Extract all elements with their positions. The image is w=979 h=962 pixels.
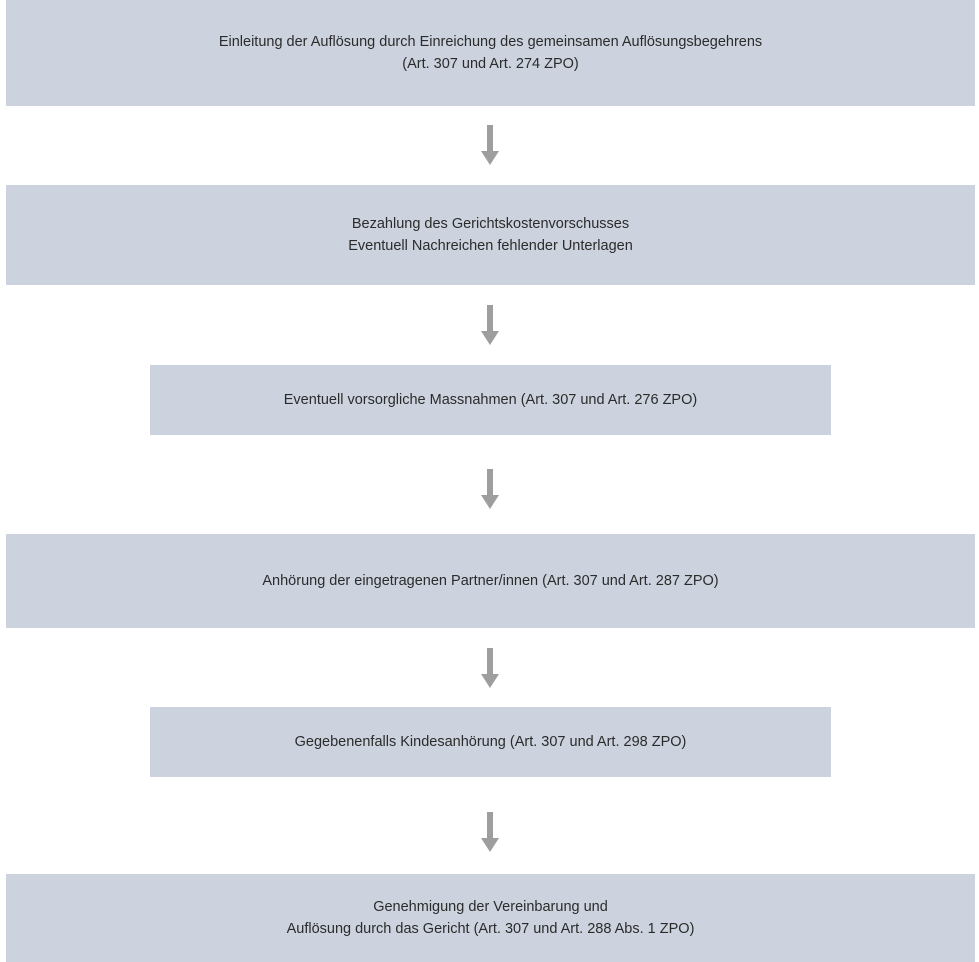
step-box-1: Einleitung der Auflösung durch Einreichu…: [6, 0, 975, 106]
step-box-5: Gegebenenfalls Kindesanhörung (Art. 307 …: [150, 707, 831, 777]
step-2-line-2: Eventuell Nachreichen fehlender Unterlag…: [348, 238, 633, 254]
step-5-line-1: Gegebenenfalls Kindesanhörung (Art. 307 …: [294, 734, 687, 750]
arrow-down-icon: [480, 648, 500, 688]
step-6-line-2: Auflösung durch das Gericht (Art. 307 un…: [286, 921, 695, 937]
step-2-line-1: Bezahlung des Gerichtskostenvorschusses: [351, 216, 630, 232]
step-1-line-2: (Art. 307 und Art. 274 ZPO): [402, 56, 579, 72]
step-box-6: Genehmigung der Vereinbarung und Auflösu…: [6, 874, 975, 962]
step-box-2: Bezahlung des Gerichtskostenvorschusses …: [6, 185, 975, 285]
step-3-line-1: Eventuell vorsorgliche Massnahmen (Art. …: [283, 392, 698, 408]
arrow-down-icon: [480, 125, 500, 165]
step-6-line-1: Genehmigung der Vereinbarung und: [373, 899, 608, 915]
step-box-3: Eventuell vorsorgliche Massnahmen (Art. …: [150, 365, 831, 435]
arrow-down-icon: [480, 469, 500, 509]
step-4-line-1: Anhörung der eingetragenen Partner/innen…: [262, 573, 719, 589]
step-box-4: Anhörung der eingetragenen Partner/innen…: [6, 534, 975, 628]
arrow-down-icon: [480, 305, 500, 345]
step-1-line-1: Einleitung der Auflösung durch Einreichu…: [218, 34, 763, 50]
arrow-down-icon: [480, 812, 500, 852]
